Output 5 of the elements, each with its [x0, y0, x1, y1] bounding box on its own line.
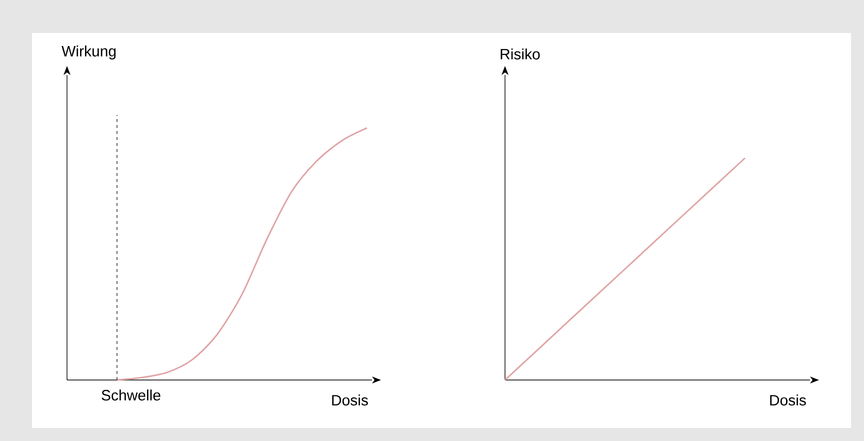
- text: Schwelle: [102, 390, 160, 401]
- y-axis-title: Risiko: [500, 48, 540, 60]
- y-axis-title: Wirkung: [62, 45, 116, 60]
- x-axis-title: Dosis: [332, 394, 368, 406]
- x-axis-title: Dosis: [770, 394, 806, 406]
